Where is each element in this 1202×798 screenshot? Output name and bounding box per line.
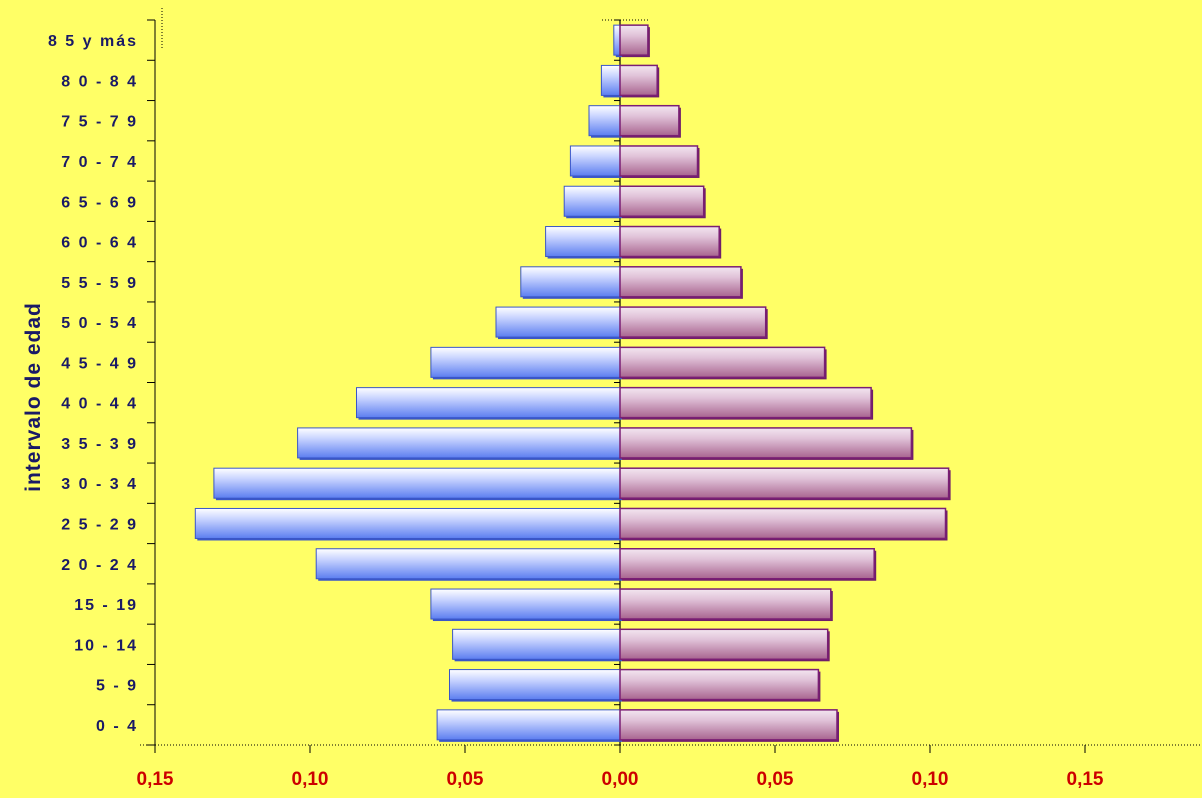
- bar-right: [619, 628, 829, 661]
- bar-left: [600, 64, 621, 96]
- bar-right: [619, 24, 649, 56]
- bar-left: [452, 628, 621, 660]
- category-label: 3 5 - 3 9: [61, 436, 138, 453]
- category-label: 5 5 - 5 9: [61, 275, 138, 292]
- category-label: 15 - 19: [74, 597, 138, 614]
- x-tick-label: 0,15: [137, 769, 174, 790]
- bar-left: [613, 24, 621, 56]
- category-label: 8 0 - 8 4: [61, 73, 138, 90]
- category-label: 8 5 y más: [48, 33, 138, 50]
- bar-left: [495, 306, 621, 338]
- bar-right: [619, 427, 913, 459]
- bar-left: [213, 467, 621, 499]
- bar-left: [430, 346, 621, 378]
- bar-left: [430, 588, 621, 620]
- category-label: 10 - 14: [74, 637, 138, 654]
- category-label: 2 5 - 2 9: [61, 516, 138, 533]
- bar-right: [619, 386, 872, 419]
- bar-right: [619, 467, 950, 499]
- bar-right: [619, 225, 720, 258]
- axes-layer: [140, 8, 1202, 753]
- bar-right: [619, 588, 832, 620]
- bars-layer: [194, 24, 951, 742]
- x-tick-label: 0,05: [447, 769, 484, 790]
- category-label: 7 0 - 7 4: [61, 154, 138, 171]
- category-label: 3 0 - 3 4: [61, 476, 138, 493]
- bar-left: [545, 226, 621, 258]
- bar-left: [588, 105, 621, 137]
- bar-right: [619, 266, 742, 298]
- x-tick-label: 0,10: [912, 769, 949, 790]
- category-label: 4 5 - 4 9: [61, 355, 138, 372]
- x-tick-label: 0,00: [602, 769, 639, 790]
- category-label: 0 - 4: [96, 718, 138, 735]
- bar-left: [436, 709, 621, 741]
- bar-right: [619, 185, 705, 217]
- category-label: 2 0 - 2 4: [61, 557, 138, 574]
- bar-right: [619, 104, 680, 137]
- bar-right: [619, 507, 947, 540]
- category-label: 6 5 - 6 9: [61, 194, 138, 211]
- bar-right: [619, 548, 875, 580]
- category-label: 4 0 - 4 4: [61, 396, 138, 413]
- y-axis-title: intervalo de edad: [22, 302, 45, 492]
- bar-left: [520, 266, 621, 298]
- x-tick-label: 0,15: [1067, 769, 1104, 790]
- bar-left: [449, 669, 621, 701]
- bar-right: [619, 306, 767, 338]
- category-label: 6 0 - 6 4: [61, 235, 138, 252]
- bar-left: [315, 548, 621, 580]
- bar-left: [563, 185, 621, 217]
- bar-right: [619, 346, 826, 379]
- bar-left: [569, 145, 621, 177]
- bar-right: [619, 145, 699, 177]
- labels-layer: 0,15 0,10 0,05 0,00 0,05 0,10 0,15 0 - 4 5 - 9 10…: [48, 33, 1104, 790]
- bar-left: [297, 427, 621, 459]
- x-tick-label: 0,10: [292, 769, 329, 790]
- category-label: 5 - 9: [96, 678, 138, 695]
- bar-left: [194, 507, 621, 539]
- x-tick-label: 0,05: [757, 769, 794, 790]
- bar-right: [619, 64, 658, 97]
- category-label: 5 0 - 5 4: [61, 315, 138, 332]
- category-label: 7 5 - 7 9: [61, 114, 138, 131]
- bar-right: [619, 709, 838, 741]
- bar-right: [619, 668, 820, 701]
- bar-left: [356, 387, 621, 419]
